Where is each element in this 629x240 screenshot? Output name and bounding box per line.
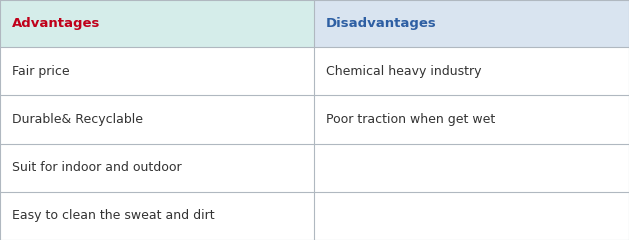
Text: Suit for indoor and outdoor: Suit for indoor and outdoor — [12, 161, 182, 174]
Text: Chemical heavy industry: Chemical heavy industry — [326, 65, 482, 78]
Text: Disadvantages: Disadvantages — [326, 17, 437, 30]
Text: Fair price: Fair price — [12, 65, 70, 78]
Bar — [314, 0, 629, 47]
Text: Advantages: Advantages — [12, 17, 101, 30]
Bar — [0, 192, 314, 240]
Bar — [0, 95, 314, 144]
Bar — [314, 144, 629, 192]
Bar — [0, 47, 314, 95]
Bar — [314, 47, 629, 95]
Text: Durable& Recyclable: Durable& Recyclable — [12, 113, 143, 126]
Bar — [314, 192, 629, 240]
Text: Poor traction when get wet: Poor traction when get wet — [326, 113, 495, 126]
Bar — [314, 95, 629, 144]
Bar — [0, 144, 314, 192]
Bar — [0, 0, 314, 47]
Text: Easy to clean the sweat and dirt: Easy to clean the sweat and dirt — [12, 209, 214, 222]
